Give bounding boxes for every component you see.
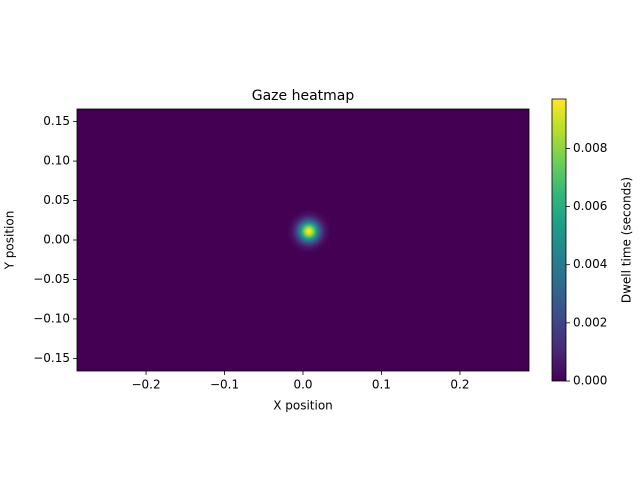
x-axis-label: X position xyxy=(273,399,333,413)
heat-spot xyxy=(287,210,330,253)
chart-title: Gaze heatmap xyxy=(252,88,355,104)
x-tick-label: −0.1 xyxy=(210,378,239,392)
colorbar-tick-label: 0.004 xyxy=(573,257,607,271)
y-tick-label: −0.10 xyxy=(33,311,70,325)
x-tick-label: 0.0 xyxy=(293,378,312,392)
y-tick-label: 0.00 xyxy=(43,233,70,247)
y-tick-label: 0.15 xyxy=(43,114,70,128)
x-tick-label: 0.1 xyxy=(372,378,391,392)
colorbar xyxy=(551,98,567,382)
y-tick-label: −0.15 xyxy=(33,351,70,365)
colorbar-tick-label: 0.000 xyxy=(573,374,607,388)
colorbar-tick-label: 0.006 xyxy=(573,199,607,213)
colorbar-label: Dwell time (seconds) xyxy=(620,177,634,303)
y-tick-label: 0.10 xyxy=(43,154,70,168)
y-tick-label: 0.05 xyxy=(43,193,70,207)
y-tick-label: −0.05 xyxy=(33,272,70,286)
y-axis-label: Y position xyxy=(3,211,17,271)
colorbar-tick-label: 0.002 xyxy=(573,315,607,329)
x-tick-label: −0.2 xyxy=(131,378,160,392)
colorbar-tick-label: 0.008 xyxy=(573,141,607,155)
x-tick-label: 0.2 xyxy=(450,378,469,392)
